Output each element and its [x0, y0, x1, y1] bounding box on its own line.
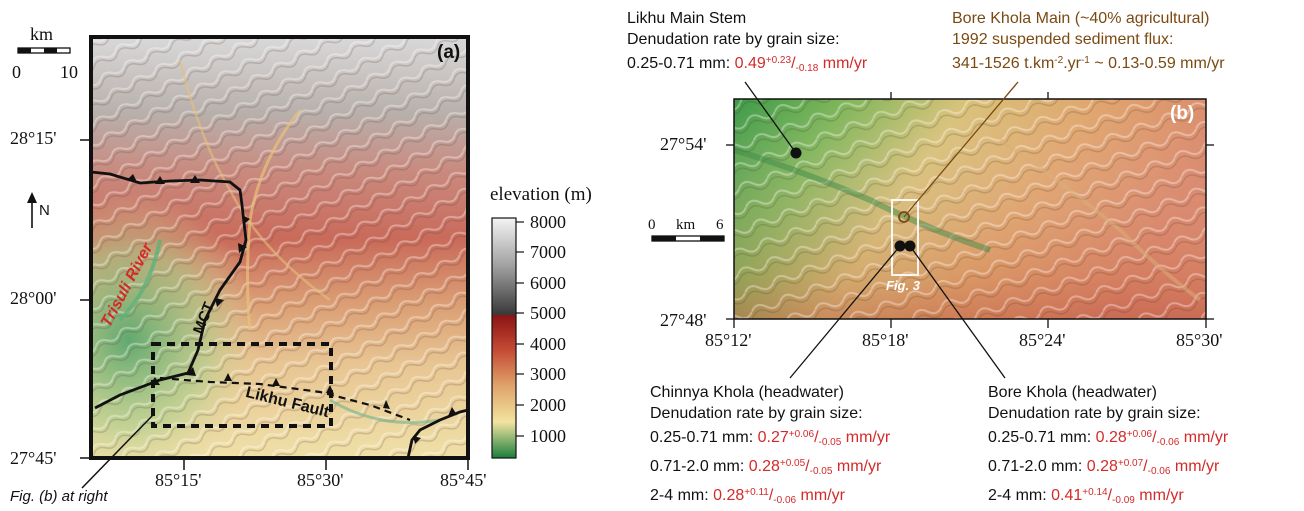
likhu-fault-line: [159, 376, 411, 422]
scale-min-b: 0: [648, 217, 656, 233]
bore-head-subtitle: Denudation rate by grain size:: [988, 405, 1201, 422]
chinnya-title: Chinnya Khola (headwater): [650, 384, 844, 401]
lat-tick-a: 28°00': [10, 288, 57, 308]
trisuli-river-line: [118, 239, 162, 322]
lon-tick-a: 85°15': [155, 470, 202, 490]
scale-max-a: 10: [60, 62, 78, 82]
bore-main-annotation: Bore Khola Main (~40% agricultural) 1992…: [952, 8, 1225, 74]
chinnya-row: 2-4 mm: 0.28+0.11/-0.06 mm/yr: [650, 487, 845, 506]
bore-main-line1: Bore Khola Main (~40% agricultural): [952, 10, 1210, 27]
chinnya-annotation: Chinnya Khola (headwater) Denudation rat…: [650, 382, 890, 511]
valley-line: [733, 147, 991, 253]
lon-tick-a: 85°30': [297, 470, 344, 490]
scale-min-a: 0: [12, 62, 21, 82]
chinnya-row: 0.25-0.71 mm: 0.27+0.06/-0.05 mm/yr: [650, 429, 891, 448]
panel-a-frame: [89, 35, 470, 460]
likhu-row: 0.25-0.71 mm: 0.49+0.23/-0.18 mm/yr: [627, 50, 867, 79]
valley-line: [246, 109, 302, 331]
colorbar-tick: 6000: [530, 273, 566, 293]
grain-size: 0.25-0.71 mm:: [627, 55, 731, 72]
leader-likhu: [744, 81, 797, 154]
lon-tick-b: 85°24': [1019, 330, 1066, 350]
rate-value: 0.49+0.23/-0.18 mm/yr: [734, 55, 868, 74]
panel-a-label: (a): [437, 42, 461, 63]
chinnya-subtitle: Denudation rate by grain size:: [650, 405, 863, 422]
callout-leader-a: [81, 414, 154, 489]
thrust-teeth: [127, 174, 250, 385]
colorbar-tick: 2000: [530, 395, 566, 415]
bore-head-row: 0.25-0.71 mm: 0.28+0.06/-0.06 mm/yr: [988, 429, 1229, 448]
colorbar: [491, 217, 517, 459]
colorbar-tick: 3000: [530, 364, 566, 384]
bore-main-line3: 341-1526 t.km-2.yr-1 ~ 0.13-0.59 mm/yr: [952, 55, 1225, 72]
colorbar-tick: 4000: [530, 334, 566, 354]
north-label: N: [39, 202, 50, 219]
valley-line: [998, 138, 1202, 302]
lon-tick-a: 85°45': [440, 470, 487, 490]
lat-tick-a: 28°15': [10, 128, 57, 148]
fig-b-extent-box: [151, 342, 333, 428]
bore-main-line2: 1992 suspended sediment flux:: [952, 31, 1174, 48]
colorbar-tick: 7000: [530, 242, 566, 262]
scale-max-b: 6: [716, 217, 724, 233]
likhu-annotation: Likhu Main Stem Denudation rate by grain…: [627, 8, 867, 79]
se-thrust-teeth: [413, 407, 457, 444]
leader-chinnya: [789, 245, 901, 379]
north-arrow-icon: [27, 192, 37, 228]
lat-tick-b: 27°54': [660, 134, 707, 154]
lon-tick-b: 85°30': [1176, 330, 1223, 350]
colorbar-tick: 1000: [530, 426, 566, 446]
panel-b-frame: [733, 98, 1207, 320]
leader-bore-head: [909, 245, 1006, 379]
colorbar-title: elevation (m): [490, 184, 592, 205]
bore-head-annotation: Bore Khola (headwater) Denudation rate b…: [988, 382, 1228, 511]
fig-3-extent-box: [891, 199, 919, 276]
se-thrust-line: [406, 408, 469, 459]
sample-point-bore-main: [898, 211, 910, 223]
colorbar-tick: 5000: [530, 303, 566, 323]
valley-line: [329, 398, 441, 424]
colorbar-tick: 8000: [530, 212, 566, 232]
valley-line: [178, 59, 331, 302]
bore-head-row: 2-4 mm: 0.41+0.14/-0.09 mm/yr: [988, 487, 1184, 506]
likhu-title: Likhu Main Stem: [627, 10, 747, 27]
scale-unit-b: km: [676, 217, 696, 233]
chinnya-row: 0.71-2.0 mm: 0.28+0.05/-0.05 mm/yr: [650, 458, 882, 477]
fig-b-callout: Fig. (b) at right: [10, 488, 108, 505]
scale-bar-b: [651, 235, 725, 242]
lon-tick-b: 85°12': [705, 330, 752, 350]
lat-tick-b: 27°48': [660, 310, 707, 330]
scale-unit-a: km: [30, 24, 54, 44]
lat-tick-a: 27°45': [10, 448, 57, 468]
scale-bar-a: [17, 47, 71, 54]
likhu-subtitle: Denudation rate by grain size:: [627, 31, 840, 48]
colorbar-ticks: [516, 221, 524, 437]
panel-a-map: [80, 35, 470, 489]
bore-head-row: 0.71-2.0 mm: 0.28+0.07/-0.06 mm/yr: [988, 458, 1220, 477]
panel-b-label: (b): [1170, 103, 1195, 124]
bore-head-title: Bore Khola (headwater): [988, 384, 1157, 401]
lon-tick-b: 85°18': [862, 330, 909, 350]
panel-b-map: [726, 81, 1214, 379]
fig-3-label: Fig. 3: [886, 278, 920, 293]
leader-bore-main: [903, 81, 1019, 218]
